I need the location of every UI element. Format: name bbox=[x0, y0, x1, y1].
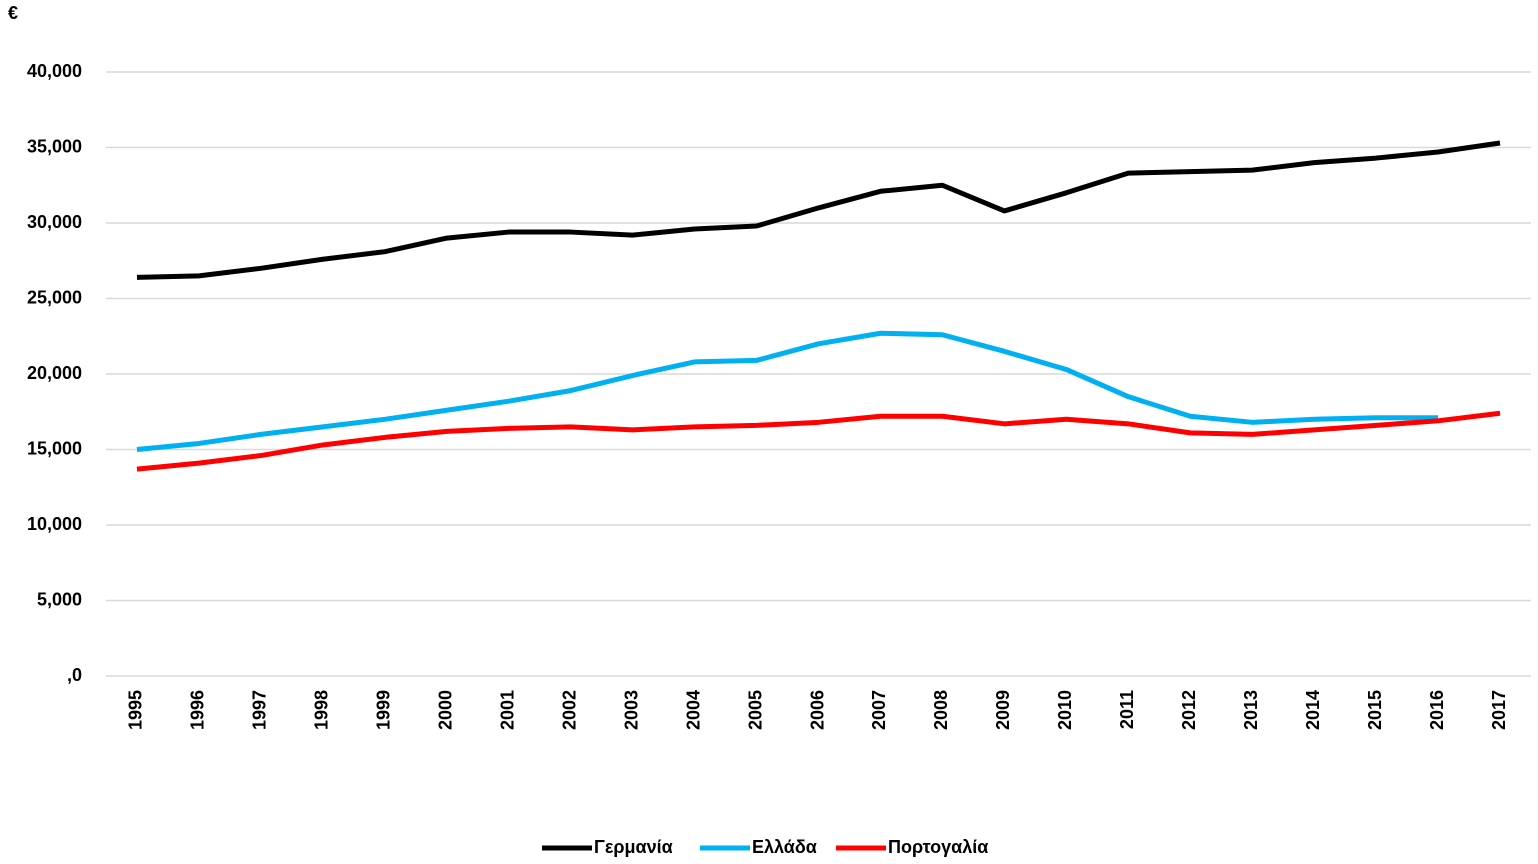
x-tick-label: 2014 bbox=[1303, 690, 1323, 730]
y-tick-label: 25,000 bbox=[27, 287, 82, 307]
x-tick-label: 1997 bbox=[250, 690, 270, 730]
line bbox=[136, 410, 1501, 472]
x-tick-label: 2002 bbox=[559, 690, 579, 730]
y-tick-label: 20,000 bbox=[27, 363, 82, 383]
y-axis-label: € bbox=[8, 3, 18, 23]
y-tick-label: 40,000 bbox=[27, 61, 82, 81]
x-tick-label: 2013 bbox=[1241, 690, 1261, 730]
x-tick-label: 2008 bbox=[931, 690, 951, 730]
y-tick-label: ,0 bbox=[67, 665, 82, 685]
x-tick-label: 2009 bbox=[993, 690, 1013, 730]
x-tick-label: 2000 bbox=[436, 690, 456, 730]
x-tick-label: 2011 bbox=[1117, 690, 1137, 729]
x-tick-label: 2007 bbox=[869, 690, 889, 730]
line bbox=[136, 140, 1501, 280]
x-tick-label: 2016 bbox=[1427, 690, 1447, 730]
y-tick-label: 30,000 bbox=[27, 212, 82, 232]
x-tick-label: 2005 bbox=[745, 690, 765, 730]
x-tick-label: 1998 bbox=[312, 690, 332, 730]
x-tick-label: 1999 bbox=[374, 690, 394, 730]
legend-label: Πορτογαλία bbox=[888, 837, 988, 857]
x-tick-label: 2017 bbox=[1489, 690, 1509, 730]
x-tick-label: 1996 bbox=[188, 690, 208, 730]
x-tick-label: 2015 bbox=[1365, 690, 1385, 730]
legend-label: Γερμανία bbox=[594, 837, 673, 857]
x-tick-label: 2003 bbox=[621, 690, 641, 730]
x-tick-label: 2001 bbox=[497, 690, 517, 730]
line bbox=[136, 330, 1439, 452]
legend-label: Ελλάδα bbox=[752, 837, 817, 857]
x-tick-label: 2012 bbox=[1179, 690, 1199, 730]
x-tick-label: 2010 bbox=[1055, 690, 1075, 730]
x-tick-label: 2006 bbox=[807, 690, 827, 730]
x-tick-label: 1995 bbox=[126, 690, 146, 730]
y-tick-label: 10,000 bbox=[27, 514, 82, 534]
x-tick-label: 2004 bbox=[683, 690, 703, 730]
y-tick-label: 15,000 bbox=[27, 438, 82, 458]
y-tick-label: 35,000 bbox=[27, 136, 82, 156]
y-tick-label: 5,000 bbox=[37, 589, 82, 609]
